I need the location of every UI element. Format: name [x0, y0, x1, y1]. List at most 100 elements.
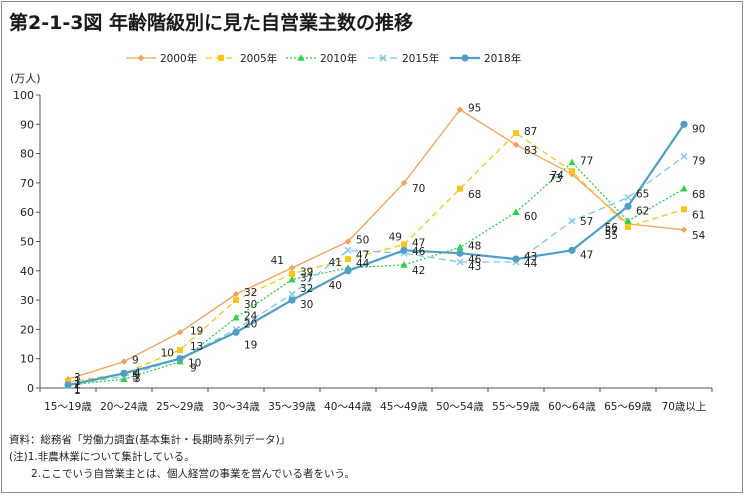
data-point: [232, 313, 240, 321]
series: [64, 153, 688, 389]
data-point: [680, 153, 688, 161]
x-tick-label: 55～59歳: [492, 401, 540, 413]
legend-label: 2015年: [402, 52, 439, 65]
data-label: 42: [412, 265, 425, 277]
data-label: 70: [412, 183, 425, 195]
data-point: [456, 243, 464, 251]
legend-item: 2015年: [368, 52, 439, 65]
data-point: [379, 54, 387, 62]
data-point: [569, 168, 575, 175]
data-point: [512, 255, 520, 263]
legend-item: 2018年: [450, 52, 521, 65]
y-tick-label: 30: [20, 294, 34, 307]
y-tick-label: 80: [20, 148, 34, 161]
y-tick-label: 70: [20, 177, 34, 190]
data-point: [568, 246, 576, 254]
data-label: 57: [580, 216, 593, 228]
data-label: 73: [549, 173, 562, 185]
data-label: 47: [580, 249, 593, 261]
data-label: 74: [551, 170, 565, 182]
y-tick-label: 50: [20, 236, 34, 249]
note-2: 2.ここでいう自営業主とは、個人経営の事業を営んでいる者をいう。: [31, 468, 355, 480]
x-tick-label: 45～49歳: [380, 401, 428, 413]
legend-label: 2010年: [320, 52, 357, 65]
data-label: 19: [190, 325, 203, 337]
x-tick-label: 15～19歳: [44, 401, 92, 413]
data-label: 44: [356, 258, 370, 270]
data-label: 62: [636, 205, 649, 217]
data-point: [680, 226, 688, 233]
data-point: [400, 179, 408, 187]
data-label: 50: [356, 235, 369, 247]
x-tick-label: 40～44歳: [324, 401, 372, 413]
x-tick-label: 65～69歳: [604, 401, 652, 413]
series-line: [67, 123, 685, 387]
data-label: 10: [161, 348, 174, 360]
data-label: 4: [134, 367, 141, 379]
data-point: [288, 275, 296, 283]
data-point: [297, 54, 305, 61]
data-label: 3: [134, 373, 141, 385]
data-label: 1: [74, 385, 81, 397]
data-label: 47: [356, 249, 369, 261]
data-point: [120, 375, 128, 383]
data-label: 47: [412, 237, 425, 249]
data-point: [624, 202, 632, 210]
data-point: [461, 54, 469, 62]
data-point: [344, 238, 352, 245]
legend-label: 2018年: [484, 52, 521, 65]
data-point: [288, 264, 296, 272]
y-tick-label: 10: [20, 353, 34, 366]
data-label: 43: [524, 251, 537, 263]
data-label: 24: [244, 311, 258, 323]
series-line: [67, 161, 685, 386]
data-point: [681, 206, 687, 213]
series: [64, 106, 688, 383]
data-point: [288, 290, 296, 298]
data-point: [512, 208, 520, 215]
data-point: [177, 346, 183, 353]
x-tick-label: 20～24歳: [100, 401, 148, 413]
data-label: 10: [188, 358, 201, 370]
data-point: [512, 141, 520, 149]
series-line: [67, 109, 685, 380]
data-point: [218, 55, 224, 61]
y-tick-label: 20: [20, 323, 34, 336]
y-tick-label: 40: [20, 265, 34, 278]
data-label: 79: [692, 156, 705, 168]
data-label: 39: [300, 267, 313, 279]
data-label: 87: [524, 126, 537, 138]
data-label: 57: [605, 226, 618, 238]
data-point: [457, 185, 463, 192]
data-point: [288, 296, 296, 304]
data-point: [513, 130, 519, 137]
data-point: [400, 246, 408, 254]
x-axis-ticks: 15～19歳 20～24歳 25～29歳 30～34歳 35～39歳 40～44歳 45～4…: [39, 388, 713, 413]
data-label: 2: [74, 379, 81, 391]
data-label: 65: [636, 189, 649, 201]
y-tick-label: 0: [27, 382, 34, 395]
data-point: [624, 217, 632, 224]
data-label: 3: [74, 372, 81, 384]
data-point: [289, 270, 295, 277]
data-point: [137, 54, 145, 62]
legend-item: 2010年: [286, 52, 357, 65]
data-label: 30: [244, 299, 257, 311]
data-label: 48: [468, 240, 481, 252]
data-label: 9: [132, 355, 139, 367]
data-label: 83: [524, 145, 537, 157]
data-point: [400, 261, 408, 268]
data-label: 5: [132, 370, 139, 382]
data-label: 37: [300, 273, 313, 285]
data-label: 49: [389, 231, 402, 243]
data-point: [120, 369, 128, 377]
x-tick-label: 30～34歳: [212, 401, 260, 413]
data-label: 60: [524, 211, 537, 223]
data-label: 77: [580, 155, 593, 167]
legend-item: 2000年: [126, 52, 197, 65]
source-note: 資料：総務省「労働力調査(基本集計・長期時系列データ)」: [9, 434, 291, 446]
legend: 2000年 2005年 2010年 2015年 2018年: [126, 52, 521, 65]
data-point: [64, 381, 72, 389]
data-label: 32: [244, 287, 257, 299]
